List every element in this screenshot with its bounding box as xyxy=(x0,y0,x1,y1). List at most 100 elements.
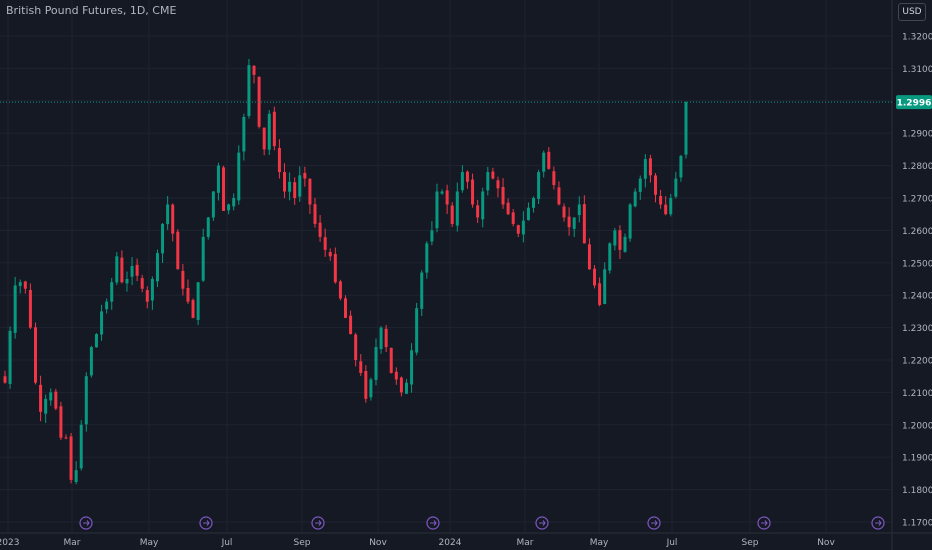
candle-body xyxy=(145,290,149,302)
candle-body xyxy=(501,187,505,205)
candle-body xyxy=(654,175,658,195)
candle-body xyxy=(542,152,546,172)
candle-body xyxy=(277,148,281,173)
candle-body xyxy=(262,127,266,150)
time-tick-label: Mar xyxy=(64,538,81,548)
candle-body xyxy=(166,204,170,225)
candle-body xyxy=(49,392,53,401)
price-tick-label: 1.2400 xyxy=(902,292,932,302)
candle-body xyxy=(33,327,37,383)
candle-body xyxy=(552,171,556,186)
candle-body xyxy=(171,204,175,234)
price-tick-label: 1.2100 xyxy=(902,389,932,399)
candle-body xyxy=(628,204,632,239)
candle-body xyxy=(440,191,444,194)
forward-arrow-circle-icon[interactable] xyxy=(647,516,661,530)
candle-body xyxy=(354,334,358,360)
candle-body xyxy=(237,152,241,201)
candle-body xyxy=(155,253,159,282)
forward-arrow-circle-icon[interactable] xyxy=(199,516,213,530)
candle-body xyxy=(288,181,292,192)
candle-body xyxy=(455,191,459,226)
candle-body xyxy=(603,269,607,305)
candle-body xyxy=(613,230,617,246)
candle-body xyxy=(415,308,419,353)
candle-body xyxy=(64,437,68,439)
candle-body xyxy=(232,198,236,207)
candle-body xyxy=(74,470,78,482)
forward-arrow-circle-icon[interactable] xyxy=(757,516,771,530)
candle-body xyxy=(79,424,83,469)
candle-body xyxy=(557,187,561,205)
candle-body xyxy=(100,311,104,335)
candle-body xyxy=(374,347,378,380)
time-tick-label: May xyxy=(590,538,609,548)
candle-body xyxy=(562,206,566,218)
forward-arrow-circle-icon[interactable] xyxy=(535,516,549,530)
candle-body xyxy=(516,225,520,234)
candle-body xyxy=(577,204,581,216)
candle-body xyxy=(633,191,637,207)
candle-body xyxy=(3,376,7,383)
candle-body xyxy=(511,212,515,224)
time-tick-label: Sep xyxy=(294,538,311,548)
candle-body xyxy=(572,217,576,229)
candle-body xyxy=(445,190,449,205)
last-price-badge xyxy=(896,95,932,110)
candle-body xyxy=(648,158,652,176)
candle-body xyxy=(28,290,32,328)
candle-body xyxy=(643,159,647,179)
candle-body xyxy=(125,279,129,284)
candle-body xyxy=(532,198,536,208)
candle-body xyxy=(598,283,602,305)
last-price-label: 1.2996 xyxy=(897,99,932,109)
price-tick-label: 1.3100 xyxy=(902,65,932,75)
candle-body xyxy=(349,315,353,335)
candle-body xyxy=(89,347,93,376)
candle-body xyxy=(298,175,302,197)
candle-body xyxy=(344,298,347,318)
price-tick-label: 1.3200 xyxy=(902,33,932,43)
price-tick-label: 1.1900 xyxy=(902,454,932,464)
candle-body xyxy=(435,191,439,229)
candle-body xyxy=(130,266,134,277)
candle-body xyxy=(216,165,220,193)
candle-body xyxy=(44,398,48,414)
candle-body xyxy=(242,117,246,152)
forward-arrow-circle-icon[interactable] xyxy=(871,516,885,530)
candle-body xyxy=(384,328,388,348)
candle-body xyxy=(211,191,215,218)
forward-arrow-circle-icon[interactable] xyxy=(79,516,93,530)
candle-body xyxy=(587,244,591,270)
forward-arrow-circle-icon[interactable] xyxy=(311,516,325,530)
candle-body xyxy=(84,376,88,425)
candle-body xyxy=(247,65,251,116)
candle-body xyxy=(547,151,551,169)
candle-body xyxy=(618,230,622,250)
candle-body xyxy=(460,172,464,191)
candle-body xyxy=(420,272,424,309)
candle-body xyxy=(389,347,393,373)
candle-body xyxy=(521,220,525,235)
candle-body xyxy=(293,182,297,198)
candle-body xyxy=(674,178,678,197)
candle-body xyxy=(181,270,185,289)
symbol-title: British Pound Futures, 1D, CME xyxy=(6,4,177,17)
price-tick-label: 1.2600 xyxy=(902,227,932,237)
candle-body xyxy=(537,172,541,199)
candle-body xyxy=(105,301,109,310)
candle-body xyxy=(161,223,165,254)
candle-body xyxy=(465,171,469,182)
candle-body xyxy=(257,76,261,127)
currency-button[interactable]: USD xyxy=(898,3,926,21)
candle-body xyxy=(13,285,17,333)
price-tick-label: 1.2200 xyxy=(902,357,932,367)
candle-body xyxy=(481,191,485,220)
candle-body xyxy=(252,65,256,75)
candle-body xyxy=(669,198,673,215)
candle-body xyxy=(23,281,27,289)
candle-body xyxy=(364,370,368,399)
forward-arrow-circle-icon[interactable] xyxy=(426,516,440,530)
